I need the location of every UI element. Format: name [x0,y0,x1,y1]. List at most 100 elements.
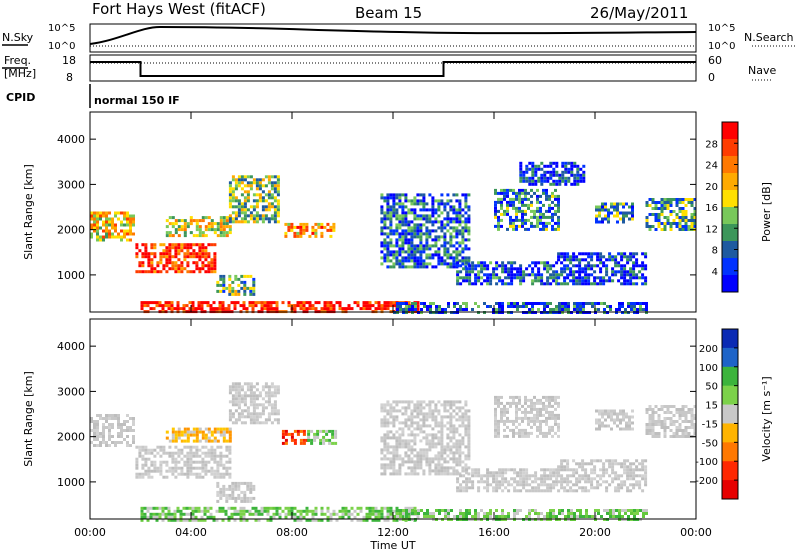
nave-tick-high: 60 [708,54,722,67]
heatmap-cell [597,302,600,305]
heatmap-cell [235,178,238,181]
heatmap-cell [620,264,623,267]
heatmap-cell [268,412,271,415]
heatmap-cell [613,203,616,206]
heatmap-cell [241,208,244,211]
heatmap-cell [423,515,426,518]
heatmap-cell [509,405,512,408]
heatmap-cell [306,301,309,304]
heatmap-cell [432,515,435,518]
heatmap-cell [222,473,225,476]
heatmap-cell [524,399,527,402]
heatmap-cell [446,433,449,436]
heatmap-cell [96,444,99,447]
heatmap-cell [144,449,147,452]
heatmap-cell [543,261,546,264]
colorbar-tick-label: 28 [705,139,718,150]
heatmap-cell [447,509,450,512]
heatmap-cell [560,270,563,273]
heatmap-cell [551,399,554,402]
heatmap-cell [419,454,422,457]
heatmap-cell [510,273,513,276]
heatmap-cell [558,302,561,305]
heatmap-cell [534,471,537,474]
heatmap-cell [588,515,591,518]
heatmap-cell [303,433,306,436]
heatmap-cell [244,196,247,199]
heatmap-cell [608,258,611,261]
heatmap-cell [443,253,446,256]
heatmap-cell [443,406,446,409]
heatmap-cell [438,509,441,512]
heatmap-cell [425,214,428,217]
heatmap-cell [398,445,401,448]
heatmap-cell [465,276,468,279]
heatmap-cell [467,430,470,433]
heatmap-cell [383,448,386,451]
heatmap-cell [219,307,222,310]
heatmap-cell [177,467,180,470]
heatmap-cell [462,515,465,518]
heatmap-cell [604,218,607,221]
heatmap-cell [416,250,419,253]
heatmap-cell [509,225,512,228]
heatmap-cell [226,225,229,228]
heatmap-cell [596,483,599,486]
heatmap-cell [554,198,557,201]
heatmap-cell [593,486,596,489]
heatmap-cell [199,225,202,228]
heatmap-cell [609,305,612,308]
heatmap-cell [312,516,315,519]
heatmap-cell [539,426,542,429]
heatmap-cell [327,507,330,510]
heatmap-cell [557,204,560,207]
heatmap-cell [386,412,389,415]
heatmap-cell [241,415,244,418]
heatmap-cell [204,452,207,455]
heatmap-cell [522,273,525,276]
heatmap-cell [244,217,247,220]
heatmap-cell [455,412,458,415]
heatmap-cell [253,415,256,418]
heatmap-cell [147,476,150,479]
heatmap-cell [316,433,319,436]
heatmap-cell [569,474,572,477]
heatmap-cell [540,174,543,177]
heatmap-cell [464,457,467,460]
colorbar-tick-label: 20 [705,182,718,193]
heatmap-cell [685,414,688,417]
heatmap-cell [187,437,190,440]
heatmap-cell [557,216,560,219]
heatmap-cell [605,486,608,489]
heatmap-cell [635,258,638,261]
heatmap-cell [413,406,416,409]
heatmap-cell [207,301,210,304]
heatmap-cell [285,507,288,510]
heatmap-cell [189,270,192,273]
heatmap-cell [195,267,198,270]
heatmap-cell [489,471,492,474]
heatmap-cell [510,305,513,308]
heatmap-cell [564,180,567,183]
heatmap-cell [153,455,156,458]
heatmap-cell [431,400,434,403]
heatmap-cell [392,232,395,235]
heatmap-cell [673,219,676,222]
heatmap-cell [437,262,440,265]
heatmap-cell [328,442,331,445]
heatmap-cell [381,307,384,310]
heatmap-cell [277,214,280,217]
heatmap-cell [503,189,506,192]
heatmap-cell [416,433,419,436]
heatmap-cell [558,174,561,177]
heatmap-cell [150,264,153,267]
heatmap-cell [569,273,572,276]
heatmap-cell [584,471,587,474]
heatmap-cell [425,229,428,232]
heatmap-cell [93,429,96,432]
heatmap-cell [507,267,510,270]
heatmap-cell [477,276,480,279]
heatmap-cell [545,417,548,420]
heatmap-cell [625,416,628,419]
heatmap-cell [271,184,274,187]
